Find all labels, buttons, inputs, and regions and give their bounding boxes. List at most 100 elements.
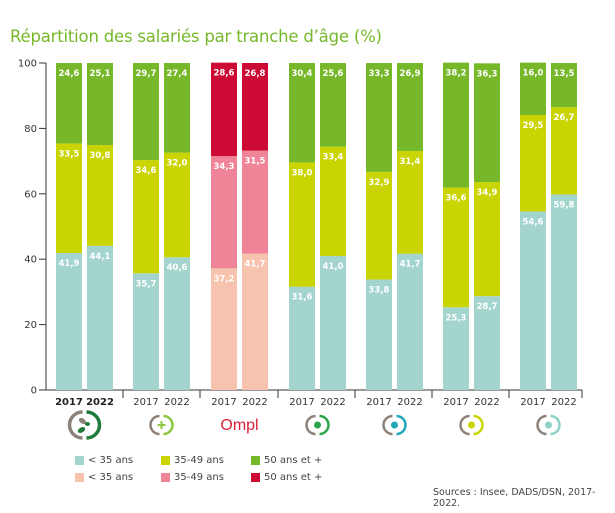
y-tick-label: 20 — [24, 320, 37, 331]
data-label: 41,7 — [245, 260, 266, 270]
y-tick-label: 60 — [24, 189, 37, 200]
legend: < 35 ans 35-49 ans 50 ans et + < 35 ans … — [75, 452, 337, 486]
bar-segment-35-49 — [87, 145, 113, 246]
data-label: 33,4 — [323, 153, 344, 163]
data-label: 54,6 — [523, 217, 544, 227]
bar-segment-under35 — [56, 252, 82, 390]
bar-segment-35-49 — [211, 156, 237, 269]
bar-segment-35-49 — [366, 171, 392, 280]
bar-segment-under35 — [211, 268, 237, 390]
pharmacy-capsule-icon — [85, 422, 90, 426]
bar-segment-under35 — [366, 279, 392, 390]
data-label: 30,8 — [90, 151, 111, 161]
veterinary-icon-arc-right — [319, 414, 330, 436]
legend-label: < 35 ans — [88, 455, 134, 466]
bar-segment-under35 — [164, 257, 190, 390]
data-label: 33,5 — [59, 149, 80, 159]
x-tick-label: 2017 — [133, 397, 158, 408]
bar-segment-under35 — [133, 273, 159, 390]
bar-segment-under35 — [551, 194, 577, 390]
chart-title: Répartition des salariés par tranche d’â… — [10, 27, 382, 46]
legend-label: < 35 ans — [88, 472, 134, 483]
bar-segment-under35 — [520, 211, 546, 390]
data-label: 29,5 — [523, 121, 544, 131]
bar-segment-over50 — [474, 63, 500, 183]
legend-item-under35: < 35 ans — [75, 455, 161, 466]
legend-row-ompl: < 35 ans 35-49 ans 50 ans et + — [75, 469, 337, 486]
bar-segment-over50 — [366, 63, 392, 172]
microscope-icon-arc-right — [396, 414, 407, 436]
data-label: 40,6 — [167, 263, 188, 273]
bar-segment-under35 — [443, 307, 469, 390]
x-tick-label: 2022 — [320, 397, 345, 408]
bar-segment-over50 — [211, 62, 237, 157]
legend-label: 50 ans et + — [264, 455, 323, 466]
dental-icon-arc-right — [473, 414, 484, 436]
data-label: 34,9 — [477, 188, 498, 198]
legend-label: 50 ans et + — [264, 472, 323, 483]
pharmacy-capsule-icon-arc-right — [86, 410, 102, 440]
bar-segment-35-49 — [289, 162, 315, 287]
bar-segment-over50 — [56, 63, 82, 144]
plus-cross-icon-arc-right — [163, 414, 174, 436]
bar-segment-under35 — [474, 296, 500, 390]
bar-segment-35-49 — [520, 114, 546, 212]
data-label: 33,8 — [369, 285, 390, 295]
bar-segment-over50 — [164, 63, 190, 153]
bar-segment-35-49 — [56, 143, 82, 253]
ompl-logo: Ompl — [220, 417, 258, 434]
bar-segment-over50 — [242, 63, 268, 151]
data-label: 27,4 — [167, 69, 188, 79]
legend-item-ompl-35-49: 35-49 ans — [161, 472, 251, 483]
legend-swatch — [161, 473, 170, 482]
data-label: 33,3 — [369, 69, 390, 79]
bar-segment-over50 — [320, 63, 346, 147]
y-tick-label: 0 — [31, 386, 37, 397]
bar-segment-35-49 — [133, 160, 159, 274]
x-tick-label: 2022 — [86, 397, 114, 408]
microscope-icon — [391, 421, 398, 429]
bar-segment-over50 — [397, 63, 423, 151]
bar-segment-35-49 — [551, 107, 577, 195]
legend-item-35-49: 35-49 ans — [161, 455, 251, 466]
legend-label: 35-49 ans — [174, 472, 224, 483]
dental-icon — [468, 421, 475, 429]
data-label: 34,6 — [136, 166, 157, 176]
data-label: 37,2 — [214, 274, 235, 284]
bar-segment-under35 — [397, 253, 423, 390]
microscope-icon-arc-left — [382, 414, 393, 436]
legend-label: 35-49 ans — [174, 455, 224, 466]
legend-item-over50: 50 ans et + — [251, 455, 337, 466]
bone-icon-arc-right — [550, 414, 561, 436]
plus-cross-icon-arc-left — [149, 414, 160, 436]
data-label: 38,2 — [446, 69, 467, 79]
data-label: 41,9 — [59, 259, 80, 269]
x-tick-label: 2017 — [289, 397, 314, 408]
data-label: 36,6 — [446, 194, 467, 204]
data-label: 41,7 — [400, 260, 421, 270]
data-label: 13,5 — [554, 69, 575, 79]
data-label: 44,1 — [90, 252, 111, 262]
bar-segment-over50 — [133, 63, 159, 161]
x-tick-label: 2022 — [397, 397, 422, 408]
bar-segment-35-49 — [474, 182, 500, 297]
bar-segment-over50 — [551, 63, 577, 108]
data-label: 25,1 — [90, 69, 111, 79]
bone-icon — [545, 421, 552, 429]
bar-segment-over50 — [87, 63, 113, 146]
veterinary-icon — [314, 421, 321, 429]
data-label: 25,6 — [323, 69, 344, 79]
bone-icon-arc-left — [536, 414, 547, 436]
data-label: 59,8 — [554, 200, 575, 210]
x-tick-label: 2022 — [164, 397, 189, 408]
legend-item-ompl-under35: < 35 ans — [75, 472, 161, 483]
y-tick-label: 40 — [24, 255, 37, 266]
data-label: 31,4 — [400, 157, 421, 167]
bar-segment-35-49 — [242, 150, 268, 254]
x-tick-label: 2022 — [551, 397, 576, 408]
dental-icon-arc-left — [459, 414, 470, 436]
bar-segment-under35 — [242, 253, 268, 390]
data-label: 34,3 — [214, 162, 235, 172]
data-label: 16,0 — [523, 69, 544, 79]
